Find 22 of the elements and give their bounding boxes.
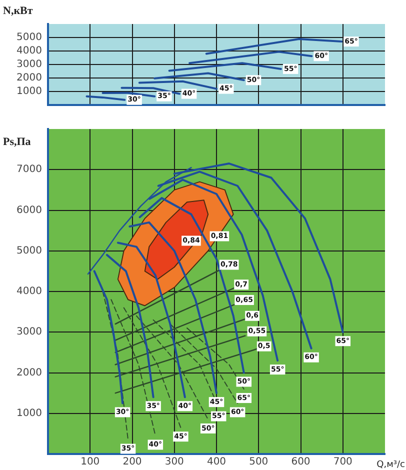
x-tick-label: 200 xyxy=(122,456,142,468)
y-tick-label: 1000 xyxy=(16,408,42,419)
x-tick-label: 700 xyxy=(333,456,352,468)
x-tick-label: 400 xyxy=(206,456,226,468)
y-tick-label: 3000 xyxy=(16,326,42,338)
y-tick-label: 5000 xyxy=(16,245,42,256)
y-tick-label: 4000 xyxy=(16,46,42,57)
y-axis-title: N,кВт xyxy=(3,5,34,17)
x-tick-label: 600 xyxy=(291,456,310,468)
x-axis-title: Q,м³/с xyxy=(376,460,406,470)
y-tick-label: 5000 xyxy=(16,32,42,44)
y-tick-label: 7000 xyxy=(16,164,42,176)
y-tick-label: 4000 xyxy=(16,286,42,298)
y-tick-label: 1000 xyxy=(16,86,42,98)
x-tick-label: 500 xyxy=(249,456,268,468)
x-tick-label: 100 xyxy=(80,456,100,468)
y-axis-title: Ps,Па xyxy=(3,136,32,148)
x-tick-label: 300 xyxy=(164,456,184,468)
y-tick-label: 6000 xyxy=(16,204,42,216)
y-tick-label: 2000 xyxy=(16,367,42,378)
y-tick-label: 3000 xyxy=(16,59,42,70)
y-tick-label: 2000 xyxy=(16,72,42,84)
